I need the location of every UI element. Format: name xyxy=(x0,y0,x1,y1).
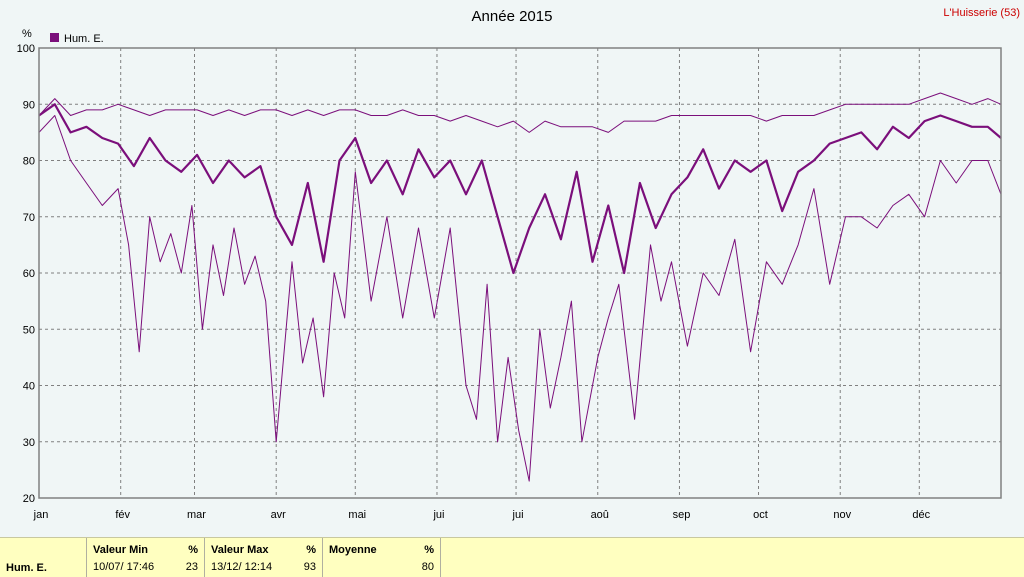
stats-row-label: Hum. E. xyxy=(6,562,47,574)
x-tick-label-2: mar xyxy=(187,509,206,521)
y-tick-label-8: 100 xyxy=(17,43,35,55)
x-tick-label-5: jui xyxy=(432,509,444,521)
x-tick-label-11: déc xyxy=(912,509,930,521)
x-axis: jan fév mar avr mai jui jui aoû sep oct nov déc xyxy=(33,509,931,521)
legend: Hum. E. xyxy=(50,33,104,45)
y-tick-label-4: 60 xyxy=(23,268,35,280)
y-tick-label-3: 50 xyxy=(23,324,35,336)
plot-border xyxy=(38,47,1002,499)
y-tick-label-2: 40 xyxy=(23,381,35,393)
chart-title: Année 2015 xyxy=(472,8,553,25)
x-tick-label-9: oct xyxy=(753,509,768,521)
stats-max-cell: Valeur Max % 13/12/ 12:14 93 xyxy=(205,538,323,577)
x-tick-label-3: avr xyxy=(271,509,287,521)
y-tick-label-1: 30 xyxy=(23,437,35,449)
stats-min-unit: % xyxy=(188,544,198,556)
x-tick-label-7: aoû xyxy=(591,509,609,521)
series-line-2 xyxy=(38,115,1002,482)
stats-min-value: 23 xyxy=(185,561,198,573)
stats-min-cell: Valeur Min % 10/07/ 17:46 23 xyxy=(87,538,205,577)
series-line-0 xyxy=(38,92,1002,133)
stats-avg-unit: % xyxy=(424,544,434,556)
x-tick-label-4: mai xyxy=(348,509,366,521)
x-tick-label-0: jan xyxy=(33,509,49,521)
series-line-1 xyxy=(38,103,1002,275)
stats-min-label: Valeur Min xyxy=(93,544,149,556)
y-tick-label-0: 20 xyxy=(23,493,35,505)
x-tick-label-10: nov xyxy=(833,509,851,521)
stats-avg-cell: Moyenne % 80 xyxy=(323,538,441,577)
stats-max-unit: % xyxy=(306,544,316,556)
x-tick-label-1: fév xyxy=(115,509,130,521)
x-tick-label-6: jui xyxy=(512,509,524,521)
chart: Année 2015 L'Huisserie (53) % Hum. E. 20… xyxy=(17,7,1020,521)
grid xyxy=(39,48,1001,498)
stats-max-value: 93 xyxy=(303,561,316,573)
y-tick-label-7: 90 xyxy=(23,99,35,111)
station-name: L'Huisserie (53) xyxy=(943,7,1020,19)
stats-avg-label: Moyenne xyxy=(329,544,377,556)
y-axis: 20 30 40 50 60 70 80 90 100 xyxy=(17,43,35,505)
y-tick-label-5: 70 xyxy=(23,212,35,224)
stats-max-time: 13/12/ 12:14 xyxy=(211,561,273,573)
stats-panel: Hum. E. Valeur Min % 10/07/ 17:46 23 Val… xyxy=(0,537,1024,577)
series-layer xyxy=(38,92,1002,482)
y-axis-unit: % xyxy=(22,28,32,40)
y-tick-label-6: 80 xyxy=(23,156,35,168)
legend-label: Hum. E. xyxy=(64,33,104,45)
stats-min-time: 10/07/ 17:46 xyxy=(93,561,155,573)
stats-avg-value: 80 xyxy=(421,561,434,573)
stats-max-label: Valeur Max xyxy=(211,544,269,556)
stats-row-header: Hum. E. xyxy=(0,538,87,577)
legend-swatch xyxy=(50,33,59,42)
x-tick-label-8: sep xyxy=(673,509,691,521)
